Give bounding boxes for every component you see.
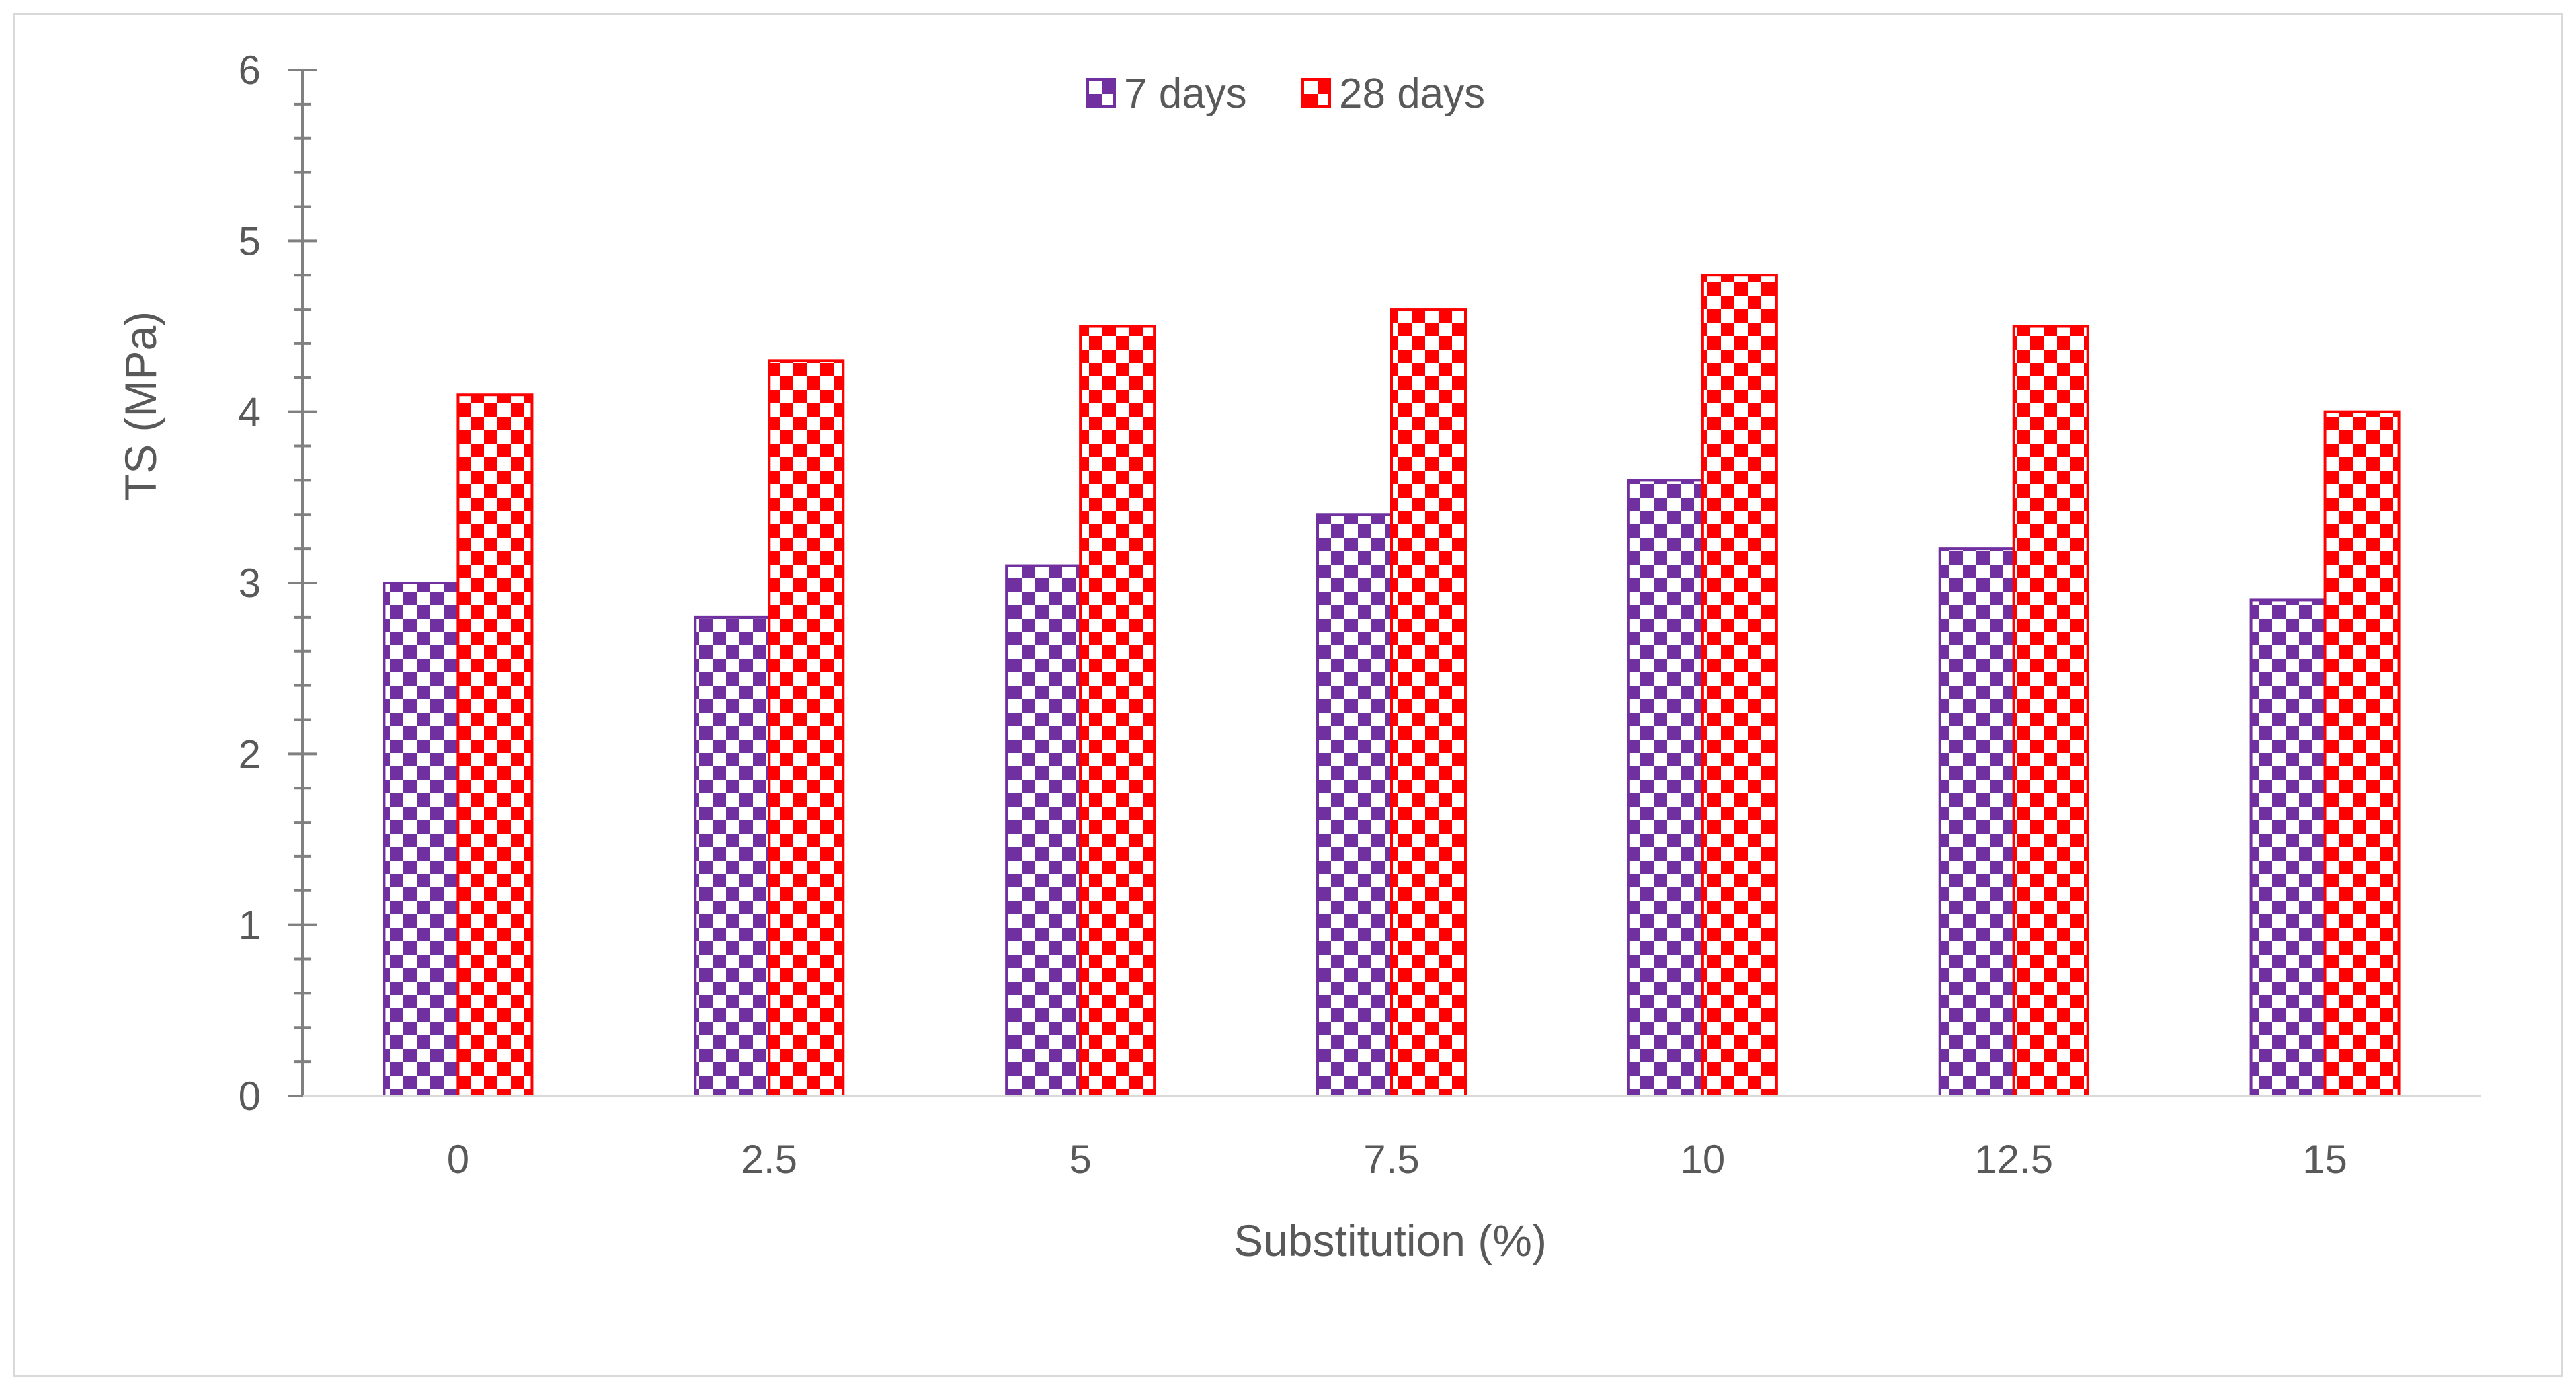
bar-7-days-10 xyxy=(1627,479,1704,1097)
bar-28-days-7.5 xyxy=(1390,308,1467,1098)
x-tick-label: 7.5 xyxy=(1363,1137,1419,1182)
y-tick-label: 0 xyxy=(239,1074,261,1119)
bar-7-days-2.5 xyxy=(694,615,771,1097)
legend-label-28-days: 28 days xyxy=(1339,71,1485,117)
y-tick-label: 4 xyxy=(239,390,261,435)
legend: 7 days 28 days xyxy=(1086,71,1485,117)
y-axis-title: TS (MPa) xyxy=(116,311,165,501)
bar-28-days-15 xyxy=(2323,410,2401,1097)
bars xyxy=(383,274,2401,1098)
bar-7-days-7.5 xyxy=(1316,513,1393,1097)
bar-28-days-10 xyxy=(1701,274,1778,1098)
legend-label-7-days: 7 days xyxy=(1124,71,1247,117)
legend-swatch-28-days xyxy=(1301,78,1331,108)
x-tick-label: 5 xyxy=(1069,1137,1091,1182)
y-tick-label: 1 xyxy=(239,903,261,948)
bar-28-days-5 xyxy=(1079,325,1156,1097)
x-axis-title: Substitution (%) xyxy=(1234,1216,1547,1265)
x-tick-label: 2.5 xyxy=(741,1137,797,1182)
bar-28-days-0 xyxy=(456,393,534,1098)
bar-28-days-12.5 xyxy=(2012,325,2089,1097)
y-tick-label: 3 xyxy=(239,561,261,606)
y-tick-label: 2 xyxy=(239,731,261,777)
y-tick-label: 6 xyxy=(239,48,261,93)
x-tick-label: 0 xyxy=(447,1137,469,1182)
bar-28-days-2.5 xyxy=(768,359,845,1097)
bar-7-days-5 xyxy=(1005,564,1082,1097)
bar-7-days-15 xyxy=(2249,598,2327,1097)
x-tick-label: 12.5 xyxy=(1974,1137,2053,1182)
x-tick-label: 10 xyxy=(1680,1137,1725,1182)
y-tick-label: 5 xyxy=(239,218,261,264)
bar-7-days-0 xyxy=(383,582,460,1097)
x-axis: 0 2.5 5 7.5 10 12.5 15 xyxy=(303,1094,2481,1182)
x-tick-label: 15 xyxy=(2302,1137,2347,1182)
bar-7-days-12.5 xyxy=(1938,547,2015,1097)
y-axis: 0 1 2 3 4 5 6 xyxy=(239,48,317,1119)
legend-swatch-7-days xyxy=(1086,78,1116,108)
